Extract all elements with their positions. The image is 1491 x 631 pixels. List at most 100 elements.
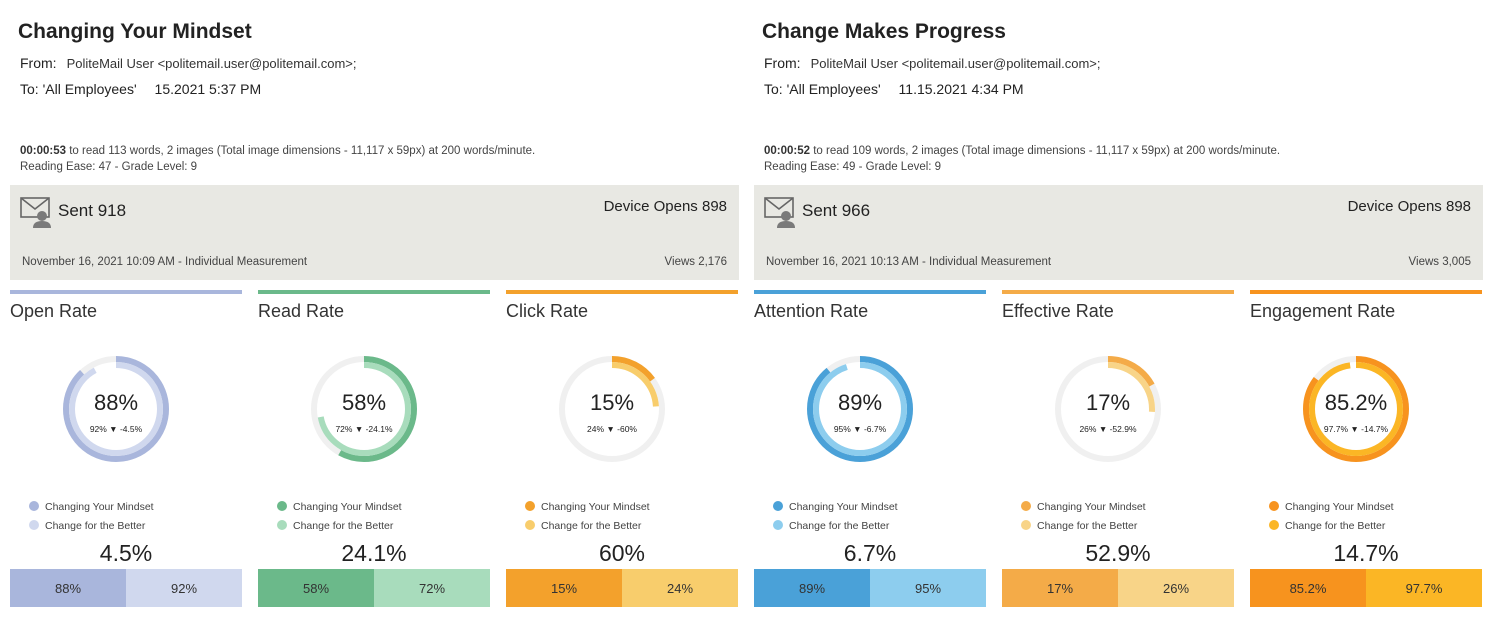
rate-card-effective-rate: Effective Rate 17% 26% ▼ -52.9% Changing Yo… xyxy=(1002,290,1234,610)
legend-item: Change for the Better xyxy=(525,520,641,532)
donut-inner-ring xyxy=(1309,362,1403,456)
legend-dot-icon xyxy=(1021,501,1031,511)
rate-difference: 24.1% xyxy=(341,540,407,566)
legend-item: Changing Your Mindset xyxy=(1021,501,1146,513)
card-accent-bar xyxy=(258,290,490,294)
rate-card-read-rate: Read Rate 58% 72% ▼ -24.1% Changing Your Mi… xyxy=(258,290,490,610)
donut-inner-ring xyxy=(317,362,411,456)
rate-difference: 52.9% xyxy=(1085,540,1151,566)
reading-time: 00:00:53 to read 113 words, 2 images (To… xyxy=(20,145,535,157)
rate-difference: 4.5% xyxy=(99,540,153,566)
legend-label: Change for the Better xyxy=(1285,520,1386,532)
comparison-bar: 85.2% 97.7% xyxy=(1250,569,1482,607)
bar-segment-current: 89% xyxy=(754,569,870,607)
device-opens: Device Opens 898 xyxy=(603,198,727,215)
legend-label: Changing Your Mindset xyxy=(1037,501,1146,513)
email-date: 11.15.2021 4:34 PM xyxy=(898,81,1024,97)
rate-difference: 14.7% xyxy=(1333,540,1399,566)
bar-segment-current: 15% xyxy=(506,569,622,607)
legend-item: Changing Your Mindset xyxy=(277,501,402,513)
donut-chart xyxy=(1303,356,1409,462)
legend-dot-icon xyxy=(29,501,39,511)
donut-outer-ring xyxy=(311,356,417,462)
read-time-value: 00:00:53 xyxy=(20,145,67,157)
rate-value: 88% xyxy=(93,390,139,415)
legend-item: Change for the Better xyxy=(29,520,145,532)
from-label: From: xyxy=(20,55,57,71)
donut-outer-ring xyxy=(1303,356,1409,462)
legend-item: Change for the Better xyxy=(277,520,393,532)
comparison-bar: 89% 95% xyxy=(754,569,986,607)
legend-dot-icon xyxy=(525,501,535,511)
stats-box: Sent 966 Device Opens 898 November 16, 2… xyxy=(754,185,1483,280)
legend-dot-icon xyxy=(1269,520,1279,530)
email-panel-1: Changing Your Mindset From: PoliteMail Us… xyxy=(10,0,739,280)
read-time-text: to read 109 words, 2 images (Total image… xyxy=(810,145,1281,157)
legend-dot-icon xyxy=(29,520,39,530)
comparison-bar: 88% 92% xyxy=(10,569,242,607)
bar-segment-current: 85.2% xyxy=(1250,569,1366,607)
card-accent-bar xyxy=(1250,290,1482,294)
email-title: Changing Your Mindset xyxy=(18,20,252,43)
rate-value: 85.2% xyxy=(1324,390,1388,415)
legend-dot-icon xyxy=(773,520,783,530)
donut-inner-ring xyxy=(69,362,163,456)
legend-label: Change for the Better xyxy=(1037,520,1138,532)
rate-comparison: 26% ▼ -52.9% xyxy=(1079,424,1137,434)
stats-box: Sent 918 Device Opens 898 November 16, 2… xyxy=(10,185,739,280)
from-value: PoliteMail User <politemail.user@politem… xyxy=(810,56,1101,71)
rate-card-open-rate: Open Rate 88% 92% ▼ -4.5% Changing Your Min… xyxy=(10,290,242,610)
rate-comparison: 92% ▼ -4.5% xyxy=(89,424,143,434)
card-accent-bar xyxy=(506,290,738,294)
legend-item: Change for the Better xyxy=(1269,520,1385,532)
read-time-text: to read 113 words, 2 images (Total image… xyxy=(66,145,536,157)
bar-segment-previous: 97.7% xyxy=(1366,569,1482,607)
legend-item: Changing Your Mindset xyxy=(525,501,650,513)
legend-label: Change for the Better xyxy=(293,520,394,532)
donut-outer-ring xyxy=(559,356,665,462)
card-accent-bar xyxy=(754,290,986,294)
card-title: Effective Rate xyxy=(1002,301,1114,321)
envelope-user-icon xyxy=(764,197,795,228)
views-count: Views 3,005 xyxy=(1408,256,1471,268)
bar-segment-previous: 95% xyxy=(870,569,986,607)
donut-chart xyxy=(559,356,665,462)
reading-ease: Reading Ease: 47 - Grade Level: 9 xyxy=(20,161,198,173)
legend-label: Changing Your Mindset xyxy=(293,501,402,513)
bar-segment-previous: 92% xyxy=(126,569,242,607)
donut-chart xyxy=(311,356,417,462)
legend-dot-icon xyxy=(277,501,287,511)
to-value: 'All Employees' xyxy=(786,81,881,97)
donut-chart xyxy=(807,356,913,462)
to-label: To: xyxy=(20,81,39,97)
comparison-bar: 17% 26% xyxy=(1002,569,1234,607)
email-to: To: 'All Employees' 11.15.2021 4:34 PM xyxy=(764,81,1024,97)
donut-outer-ring xyxy=(1055,356,1161,462)
legend-dot-icon xyxy=(1021,520,1031,530)
donut-outer-ring xyxy=(807,356,913,462)
to-label: To: xyxy=(764,81,783,97)
to-value: 'All Employees' xyxy=(42,81,137,97)
card-title: Read Rate xyxy=(258,301,345,321)
rate-value: 58% xyxy=(341,390,387,415)
bar-segment-current: 88% xyxy=(10,569,126,607)
rate-card-click-rate: Click Rate 15% 24% ▼ -60% Changing Your Min… xyxy=(506,290,738,610)
card-title: Click Rate xyxy=(506,301,589,321)
card-accent-bar xyxy=(10,290,242,294)
email-to: To: 'All Employees' 15.2021 5:37 PM xyxy=(20,81,261,97)
from-label: From: xyxy=(764,55,801,71)
bar-segment-previous: 24% xyxy=(622,569,738,607)
legend-label: Changing Your Mindset xyxy=(789,501,898,513)
device-opens: Device Opens 898 xyxy=(1347,198,1471,215)
legend-item: Changing Your Mindset xyxy=(29,501,154,513)
bar-segment-current: 58% xyxy=(258,569,374,607)
card-title: Attention Rate xyxy=(754,301,869,321)
donut-inner-ring xyxy=(1061,362,1155,456)
legend-dot-icon xyxy=(525,520,535,530)
rate-value: 89% xyxy=(837,390,883,415)
legend-label: Change for the Better xyxy=(541,520,642,532)
legend-label: Changing Your Mindset xyxy=(45,501,154,513)
legend-label: Change for the Better xyxy=(45,520,146,532)
donut-chart xyxy=(1055,356,1161,462)
rate-comparison: 72% ▼ -24.1% xyxy=(335,424,393,434)
